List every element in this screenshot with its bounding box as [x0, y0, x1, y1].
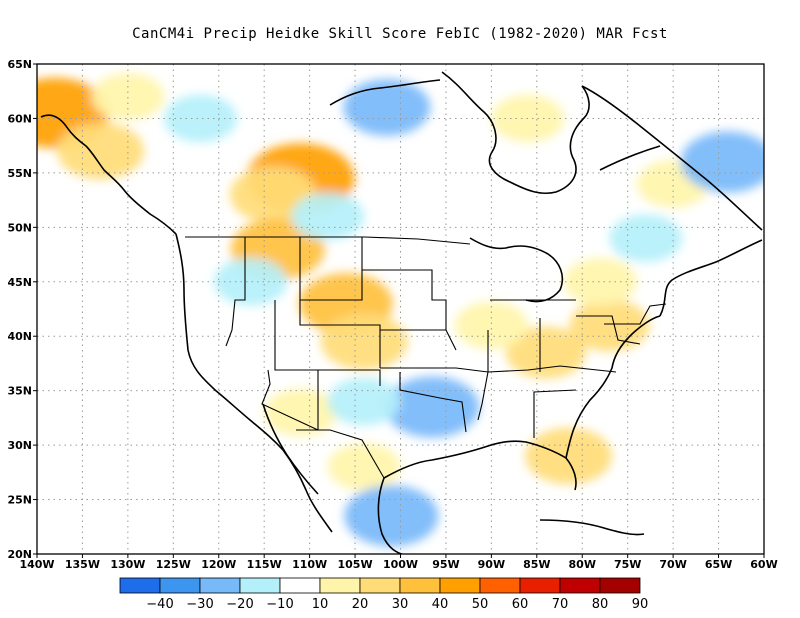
colorbar-swatch [239, 577, 281, 594]
colorbar-label: 50 [472, 597, 489, 612]
colorbar-label: 30 [392, 597, 409, 612]
skill-patch [505, 326, 586, 379]
lon-tick-label: 135W [65, 558, 100, 571]
skill-patch [454, 301, 528, 350]
colorbar-label: 20 [352, 597, 369, 612]
skill-patch [327, 377, 401, 426]
colorbar-swatch [199, 577, 241, 594]
colorbar-label: 40 [432, 597, 449, 612]
lat-tick-label: 30N [7, 439, 32, 452]
skill-patch [525, 427, 613, 485]
lon-tick-label: 65W [705, 558, 732, 571]
lat-tick-label: 20N [7, 548, 32, 561]
colorbar-label: 90 [632, 597, 649, 612]
colorbar-swatch [599, 577, 641, 594]
skill-patch [327, 443, 401, 491]
skill-patch [214, 258, 288, 306]
colorbar-swatch [319, 577, 361, 594]
colorbar-label: 80 [592, 597, 609, 612]
graticule [37, 64, 764, 554]
colorbar-label: −20 [226, 597, 253, 612]
longitude-axis: 140W 135W 130W 125W 120W 115W 110W 105W 100W 95W 9… [19, 554, 778, 571]
skill-patch [291, 192, 365, 241]
colorbar-swatch [559, 577, 601, 594]
skill-patch [344, 485, 439, 547]
colorbar-label: 70 [552, 597, 569, 612]
lat-tick-label: 60N [7, 112, 32, 125]
colorbar-label: −40 [146, 597, 173, 612]
lon-tick-label: 70W [659, 558, 686, 571]
skill-patch [264, 388, 338, 437]
lat-tick-label: 50N [7, 221, 32, 234]
lon-tick-label: 60W [750, 558, 777, 571]
skill-score-field [37, 72, 764, 547]
coastlines [40, 71, 763, 554]
lon-tick-label: 140W [19, 558, 54, 571]
lon-tick-label: 95W [432, 558, 459, 571]
lon-tick-label: 125W [156, 558, 191, 571]
lat-tick-label: 55N [7, 167, 32, 180]
lat-tick-label: 65N [7, 58, 32, 71]
lat-tick-label: 40N [7, 330, 32, 343]
lat-tick-label: 25N [7, 494, 32, 507]
lon-tick-label: 100W [383, 558, 418, 571]
colorbar-swatch [439, 577, 481, 594]
lon-tick-label: 80W [569, 558, 596, 571]
colorbar-label: 60 [512, 597, 529, 612]
skill-patch [91, 72, 165, 121]
map-title: CanCM4i Precip Heidke Skill Score FebIC … [132, 26, 668, 42]
skill-patch [680, 131, 764, 193]
latitude-axis: 20N 25N 30N 35N 40N 45N 50N 55N 60N 65N [7, 58, 37, 561]
skill-patch [609, 214, 683, 262]
lon-tick-label: 130W [110, 558, 145, 571]
skill-patch [320, 313, 408, 370]
lon-tick-label: 75W [614, 558, 641, 571]
skill-patch [569, 299, 650, 352]
lon-tick-label: 85W [523, 558, 550, 571]
colorbar-label: 10 [312, 597, 329, 612]
political-boundaries [185, 236, 667, 479]
skill-patch [563, 258, 637, 306]
lon-tick-label: 115W [247, 558, 282, 571]
colorbar-swatch [399, 577, 441, 594]
colorbar-swatch [279, 577, 321, 594]
lon-tick-label: 110W [292, 558, 327, 571]
lon-tick-label: 90W [478, 558, 505, 571]
colorbar-swatch [519, 577, 561, 594]
colorbar: −40 −30 −20 −10 10 20 30 40 50 60 70 80 90 [119, 577, 649, 612]
colorbar-swatch [159, 577, 201, 594]
colorbar-swatch [479, 577, 521, 594]
lat-tick-label: 35N [7, 385, 32, 398]
skill-patch [57, 122, 145, 180]
colorbar-swatch [119, 577, 161, 594]
lon-tick-label: 105W [338, 558, 373, 571]
skill-patch [343, 79, 431, 136]
colorbar-label: −10 [266, 597, 293, 612]
colorbar-swatch [359, 577, 401, 594]
lon-tick-label: 120W [201, 558, 236, 571]
lat-tick-label: 45N [7, 276, 32, 289]
colorbar-label: −30 [186, 597, 213, 612]
